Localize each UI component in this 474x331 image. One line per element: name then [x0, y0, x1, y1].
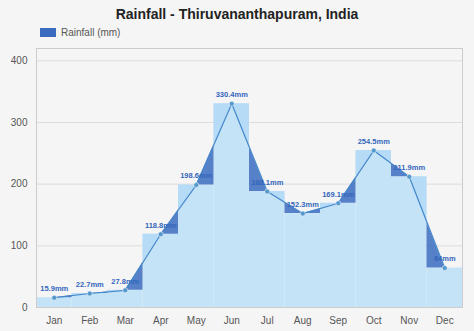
svg-text:Oct: Oct [366, 315, 382, 326]
svg-text:Apr: Apr [153, 315, 169, 326]
svg-text:64mm: 64mm [434, 254, 456, 263]
svg-text:Jun: Jun [224, 315, 240, 326]
svg-text:Jan: Jan [46, 315, 62, 326]
svg-text:22.7mm: 22.7mm [76, 280, 104, 289]
svg-text:152.3mm: 152.3mm [287, 200, 319, 209]
svg-text:169.1mm: 169.1mm [322, 190, 354, 199]
svg-text:Jul: Jul [261, 315, 274, 326]
html-text:Rainfall (mm): Rainfall (mm) [61, 26, 121, 38]
svg-text:200: 200 [11, 178, 28, 189]
svg-text:15.9mm: 15.9mm [40, 284, 68, 293]
svg-text:198.6mm: 198.6mm [180, 171, 212, 180]
svg-text:188.1mm: 188.1mm [251, 178, 283, 187]
svg-text:Dec: Dec [436, 315, 454, 326]
svg-text:330.4mm: 330.4mm [216, 90, 248, 99]
svg-text:Aug: Aug [294, 315, 312, 326]
svg-text:300: 300 [11, 117, 28, 128]
svg-text:Mar: Mar [117, 315, 135, 326]
html-text:Rainfall - Thiruvananthapuram,: Rainfall - Thiruvananthapuram, India [115, 6, 359, 22]
svg-text:118.8mm: 118.8mm [145, 221, 177, 230]
svg-text:27.8mm: 27.8mm [111, 277, 139, 286]
svg-text:May: May [187, 315, 206, 326]
svg-text:Feb: Feb [81, 315, 99, 326]
svg-text:400: 400 [11, 55, 28, 66]
svg-text:211.9mm: 211.9mm [393, 163, 425, 172]
svg-text:Nov: Nov [400, 315, 418, 326]
svg-text:0: 0 [22, 302, 28, 313]
svg-text:254.5mm: 254.5mm [358, 137, 390, 146]
svg-text:Sep: Sep [329, 315, 347, 326]
svg-text:100: 100 [11, 240, 28, 251]
